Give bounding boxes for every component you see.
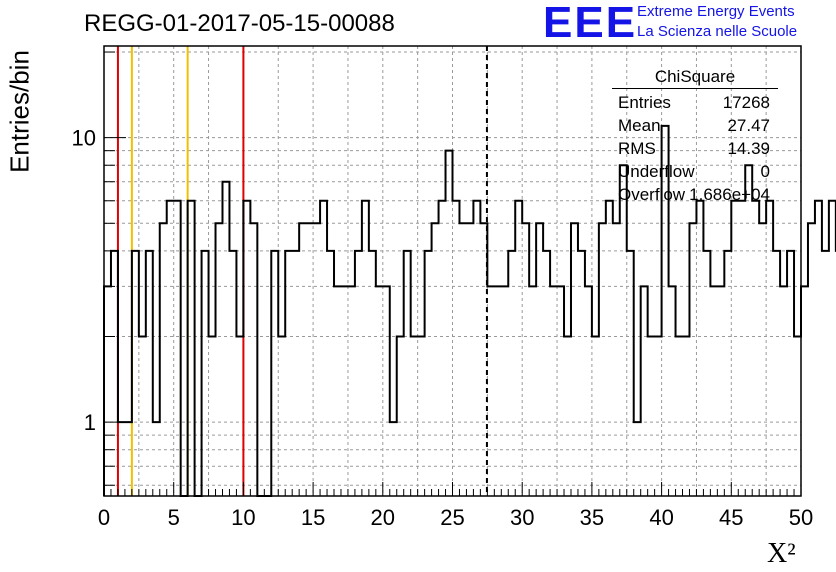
stats-key: Entries — [618, 93, 671, 112]
stats-key: RMS — [618, 139, 656, 158]
x-tick-label: 15 — [301, 505, 325, 530]
y-axis-label: Entries/bin — [4, 50, 35, 173]
eee-logo: EEE — [543, 0, 638, 47]
x-tick-label: 35 — [580, 505, 604, 530]
x-tick-label: 50 — [789, 505, 813, 530]
stats-key: Mean — [618, 116, 661, 135]
stats-row-mean: Mean 27.47 — [612, 114, 778, 137]
stats-value: 1.686e+04 — [689, 185, 770, 204]
stats-box: ChiSquare Entries 17268 Mean 27.47 RMS 1… — [612, 66, 778, 206]
x-tick-label: 20 — [371, 505, 395, 530]
histogram-series — [103, 124, 836, 497]
x-tick-label: 5 — [168, 505, 180, 530]
x-tick-label: 40 — [649, 505, 673, 530]
x-axis-label: X² — [767, 538, 796, 569]
x-tick-label: 0 — [98, 505, 110, 530]
stats-row-rms: RMS 14.39 — [612, 137, 778, 160]
x-tick-label: 45 — [719, 505, 743, 530]
stats-row-overflow: Overflow 1.686e+04 — [612, 183, 778, 206]
x-tick-label: 25 — [440, 505, 464, 530]
stats-value: 27.47 — [727, 116, 770, 135]
stats-key: Overflow — [618, 185, 686, 204]
stats-row-underflow: Underflow 0 — [612, 160, 778, 183]
stats-value: 17268 — [722, 93, 770, 112]
logo-line-2: La Scienza nelle Scuole — [637, 23, 798, 40]
stats-value: 14.39 — [727, 139, 770, 158]
stats-divider — [612, 88, 778, 89]
chart-title: REGG-01-2017-05-15-00088 — [84, 10, 395, 37]
logo-line-1: Extreme Energy Events — [637, 3, 795, 20]
stats-title: ChiSquare — [654, 67, 736, 86]
stats-key: Underflow — [618, 162, 695, 181]
y-tick-label: 1 — [84, 410, 96, 435]
stats-row-entries: Entries 17268 — [612, 91, 778, 114]
x-tick-label: 30 — [510, 505, 534, 530]
stats-value: 0 — [760, 162, 770, 181]
y-tick-label: 10 — [72, 126, 96, 151]
x-tick-label: 10 — [231, 505, 255, 530]
